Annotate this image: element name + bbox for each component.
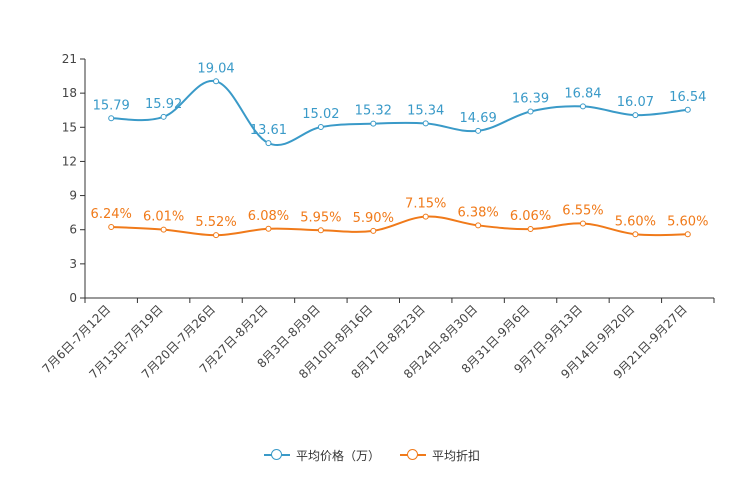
chart-legend: 平均价格（万） 平均折扣 [0, 445, 744, 465]
data-point [422, 213, 429, 220]
data-label: 5.90% [353, 211, 394, 226]
y-tick-label: 18 [62, 86, 77, 100]
data-label: 15.92 [145, 97, 182, 112]
data-label: 14.69 [460, 111, 497, 126]
data-point [579, 103, 586, 110]
data-label: 16.54 [669, 90, 706, 105]
data-label: 19.04 [197, 61, 234, 76]
legend-item-discount[interactable]: 平均折扣 [400, 447, 480, 464]
data-point [632, 112, 639, 119]
data-label: 15.79 [93, 98, 130, 113]
data-point [160, 113, 167, 120]
legend-price-marker-icon [263, 449, 290, 461]
data-label: 15.32 [355, 104, 392, 119]
data-point [527, 226, 534, 233]
data-label: 5.52% [195, 215, 236, 230]
data-point [684, 106, 691, 113]
data-point [108, 115, 115, 122]
legend-item-price[interactable]: 平均价格（万） [263, 447, 380, 464]
data-point [475, 222, 482, 229]
data-label: 6.38% [457, 205, 498, 220]
data-label: 6.24% [91, 207, 132, 222]
line-chart: 0369121518217月6日-7月12日7月13日-7月19日7月20日-7… [39, 52, 715, 382]
data-label: 5.60% [667, 214, 708, 229]
data-point [108, 223, 115, 230]
data-point [370, 227, 377, 234]
data-point [475, 127, 482, 134]
data-label: 15.34 [407, 103, 444, 118]
data-label: 5.95% [300, 210, 341, 225]
data-label: 7.15% [405, 197, 446, 212]
data-point [317, 227, 324, 234]
data-label: 6.08% [248, 209, 289, 224]
data-label: 6.06% [510, 209, 551, 224]
y-tick-label: 21 [62, 52, 77, 66]
data-point [213, 78, 220, 85]
data-point [422, 120, 429, 127]
legend-discount-label: 平均折扣 [432, 448, 481, 463]
data-point [632, 231, 639, 238]
y-tick-label: 9 [69, 189, 77, 203]
data-label: 16.39 [512, 91, 549, 106]
data-point [213, 232, 220, 239]
y-tick-label: 12 [62, 154, 77, 168]
data-label: 13.61 [250, 123, 287, 138]
y-tick-label: 6 [69, 223, 77, 237]
data-label: 6.55% [562, 203, 603, 218]
data-label: 6.01% [143, 210, 184, 225]
y-tick-label: 0 [69, 291, 77, 305]
data-point [579, 220, 586, 227]
series-line-discount [111, 215, 688, 237]
data-point [265, 225, 272, 232]
y-tick-label: 3 [69, 257, 77, 271]
data-point [160, 226, 167, 233]
legend-discount-marker-icon [400, 449, 426, 461]
data-label: 16.84 [564, 86, 601, 101]
data-point [317, 124, 324, 131]
data-point [684, 231, 691, 238]
data-label: 5.60% [615, 214, 656, 229]
data-label: 15.02 [302, 107, 339, 122]
data-point [370, 120, 377, 127]
legend-price-label: 平均价格（万） [295, 448, 380, 463]
y-tick-label: 15 [62, 120, 77, 134]
data-point [265, 140, 272, 147]
data-point [527, 108, 534, 115]
data-label: 16.07 [617, 95, 654, 110]
